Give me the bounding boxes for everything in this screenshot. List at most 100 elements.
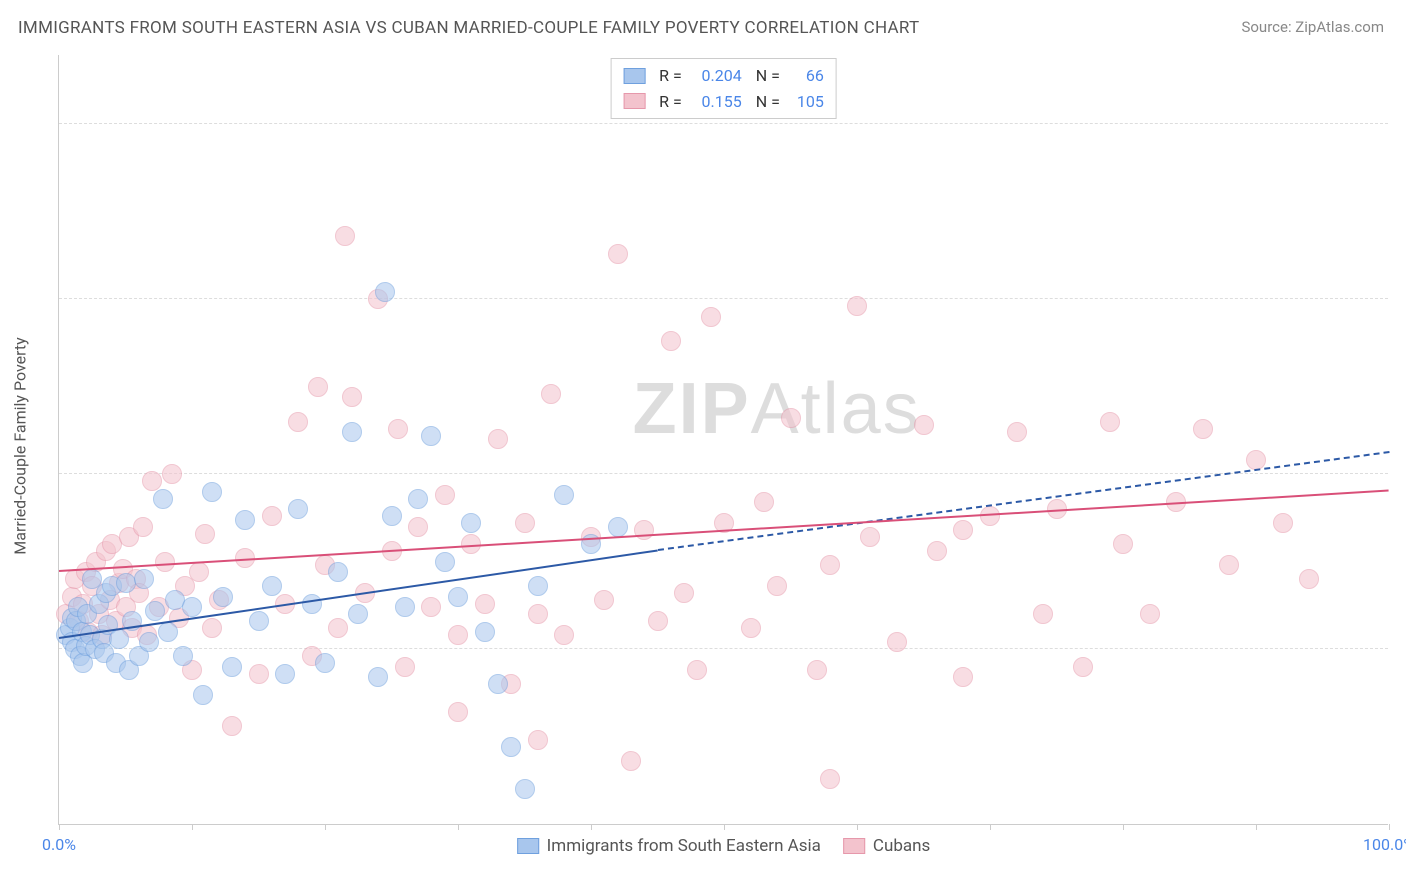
data-point — [887, 632, 907, 652]
x-tick — [857, 824, 858, 830]
data-point — [302, 594, 322, 614]
data-point — [395, 597, 415, 617]
data-point — [1033, 604, 1053, 624]
data-point — [162, 464, 182, 484]
swatch-pink-icon — [843, 838, 865, 854]
data-point — [382, 506, 402, 526]
data-point — [116, 573, 136, 593]
data-point — [807, 660, 827, 680]
data-point — [608, 244, 628, 264]
data-point — [488, 429, 508, 449]
series-legend: Immigrants from South Eastern Asia Cuban… — [517, 836, 931, 856]
data-point — [461, 513, 481, 533]
data-point — [262, 506, 282, 526]
data-point — [448, 587, 468, 607]
data-point — [202, 482, 222, 502]
data-point — [435, 485, 455, 505]
y-tick-label: 15.0% — [1395, 290, 1406, 309]
data-point — [315, 653, 335, 673]
gridline — [59, 648, 1388, 649]
swatch-pink — [623, 93, 645, 109]
data-point — [133, 517, 153, 537]
scatter-plot-area: ZIPAtlas R = 0.204 N = 66 R = 0.155 N = … — [58, 55, 1388, 825]
data-point — [661, 331, 681, 351]
legend-item-blue: Immigrants from South Eastern Asia — [517, 836, 821, 856]
gridline — [59, 473, 1388, 474]
data-point — [1007, 422, 1027, 442]
data-point — [448, 625, 468, 645]
data-point — [1073, 657, 1093, 677]
data-point — [687, 660, 707, 680]
data-point — [488, 674, 508, 694]
data-point — [820, 555, 840, 575]
data-point — [554, 485, 574, 505]
watermark: ZIPAtlas — [633, 368, 921, 450]
legend-item-pink: Cubans — [843, 836, 930, 856]
y-tick-label: 10.0% — [1395, 465, 1406, 484]
data-point — [408, 517, 428, 537]
x-tick — [192, 824, 193, 830]
data-point — [953, 667, 973, 687]
x-tick — [1389, 824, 1390, 830]
y-tick-label: 5.0% — [1395, 640, 1406, 659]
x-tick — [591, 824, 592, 830]
data-point — [153, 489, 173, 509]
data-point — [145, 601, 165, 621]
data-point — [1113, 534, 1133, 554]
data-point — [1299, 569, 1319, 589]
legend-row-blue: R = 0.204 N = 66 — [623, 63, 824, 89]
data-point — [421, 426, 441, 446]
data-point — [914, 415, 934, 435]
data-point — [158, 622, 178, 642]
data-point — [860, 527, 880, 547]
data-point — [249, 611, 269, 631]
data-point — [388, 419, 408, 439]
data-point — [501, 737, 521, 757]
data-point — [222, 716, 242, 736]
trend-line — [59, 490, 1389, 572]
data-point — [189, 562, 209, 582]
data-point — [608, 517, 628, 537]
data-point — [741, 618, 761, 638]
data-point — [1219, 555, 1239, 575]
legend-row-pink: R = 0.155 N = 105 — [623, 89, 824, 115]
data-point — [1100, 412, 1120, 432]
data-point — [375, 282, 395, 302]
data-point — [368, 667, 388, 687]
data-point — [275, 664, 295, 684]
chart-title: IMMIGRANTS FROM SOUTH EASTERN ASIA VS CU… — [18, 18, 920, 38]
data-point — [594, 590, 614, 610]
x-tick — [325, 824, 326, 830]
data-point — [554, 625, 574, 645]
gridline — [59, 298, 1388, 299]
data-point — [155, 552, 175, 572]
data-point — [109, 629, 129, 649]
x-tick — [1123, 824, 1124, 830]
data-point — [541, 384, 561, 404]
data-point — [262, 576, 282, 596]
y-axis-label: Married-Couple Family Poverty — [11, 337, 30, 554]
legend-label-blue: Immigrants from South Eastern Asia — [547, 836, 821, 856]
data-point — [193, 685, 213, 705]
data-point — [328, 562, 348, 582]
data-point — [528, 604, 548, 624]
data-point — [335, 226, 355, 246]
data-point — [235, 510, 255, 530]
data-point — [648, 611, 668, 631]
data-point — [1140, 604, 1160, 624]
data-point — [395, 657, 415, 677]
data-point — [847, 296, 867, 316]
data-point — [222, 657, 242, 677]
data-point — [249, 664, 269, 684]
x-tick — [724, 824, 725, 830]
data-point — [781, 408, 801, 428]
data-point — [448, 702, 468, 722]
data-point — [421, 597, 441, 617]
swatch-blue-icon — [517, 838, 539, 854]
data-point — [182, 597, 202, 617]
data-point — [528, 730, 548, 750]
data-point — [1273, 513, 1293, 533]
x-tick — [59, 824, 60, 830]
data-point — [820, 769, 840, 789]
gridline — [59, 123, 1388, 124]
